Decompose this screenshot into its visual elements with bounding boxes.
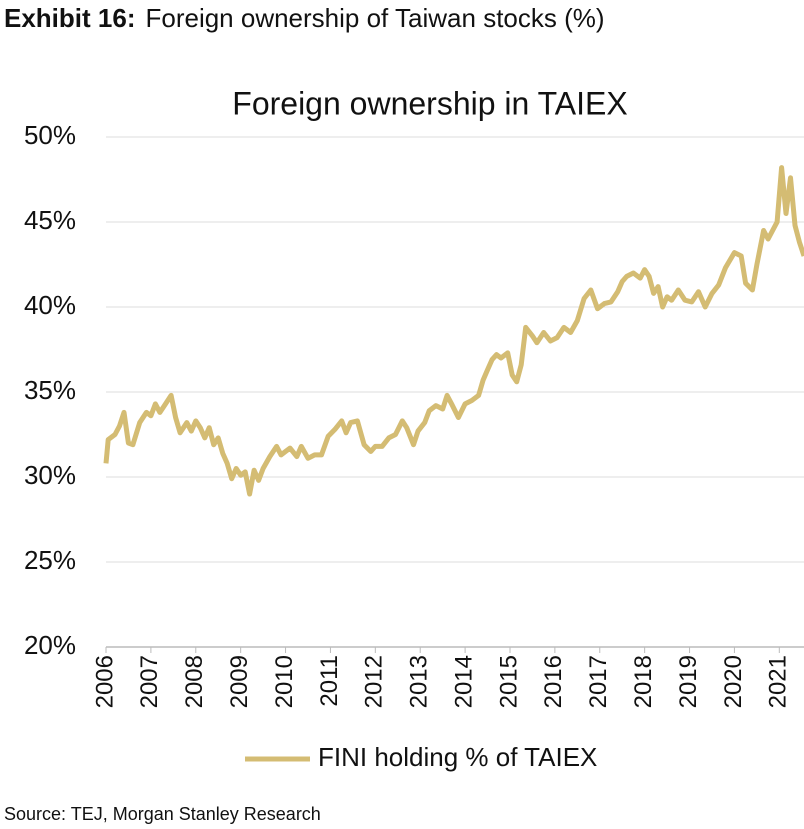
chart-title: Foreign ownership in TAIEX — [232, 85, 627, 121]
exhibit-label: Exhibit 16: — [4, 3, 135, 33]
page-header: Exhibit 16: Foreign ownership of Taiwan s… — [4, 3, 605, 33]
x-tick-label: 2016 — [540, 655, 567, 708]
source-note: Source: TEJ, Morgan Stanley Research — [4, 804, 321, 824]
x-tick-label: 2020 — [720, 655, 747, 708]
x-tick-label: 2009 — [226, 655, 253, 708]
y-tick-label: 30% — [24, 460, 76, 490]
x-tick-label: 2006 — [91, 655, 118, 708]
x-tick-label: 2021 — [765, 655, 792, 708]
x-tick-label: 2010 — [271, 655, 298, 708]
y-tick-label: 35% — [24, 375, 76, 405]
x-tick-label: 2019 — [675, 655, 702, 708]
y-tick-label: 50% — [24, 120, 76, 150]
x-tick-label: 2008 — [181, 655, 208, 708]
exhibit-title: Foreign ownership of Taiwan stocks (%) — [145, 3, 604, 33]
x-tick-label: 2012 — [361, 655, 388, 708]
y-tick-label: 20% — [24, 630, 76, 660]
data-line — [103, 165, 804, 497]
legend-label: FINI holding % of TAIEX — [318, 742, 597, 772]
x-tick-label: 2013 — [406, 655, 433, 708]
x-tick-label: 2007 — [136, 655, 163, 708]
x-tick-label: 2018 — [630, 655, 657, 708]
y-tick-label: 25% — [24, 545, 76, 575]
y-tick-label: 45% — [24, 205, 76, 235]
x-tick-label: 2014 — [450, 655, 477, 708]
x-tick-label: 2017 — [585, 655, 612, 708]
x-tick-label: 2015 — [495, 655, 522, 708]
y-tick-label: 40% — [24, 290, 76, 320]
x-tick-label: 2011 — [316, 655, 343, 707]
